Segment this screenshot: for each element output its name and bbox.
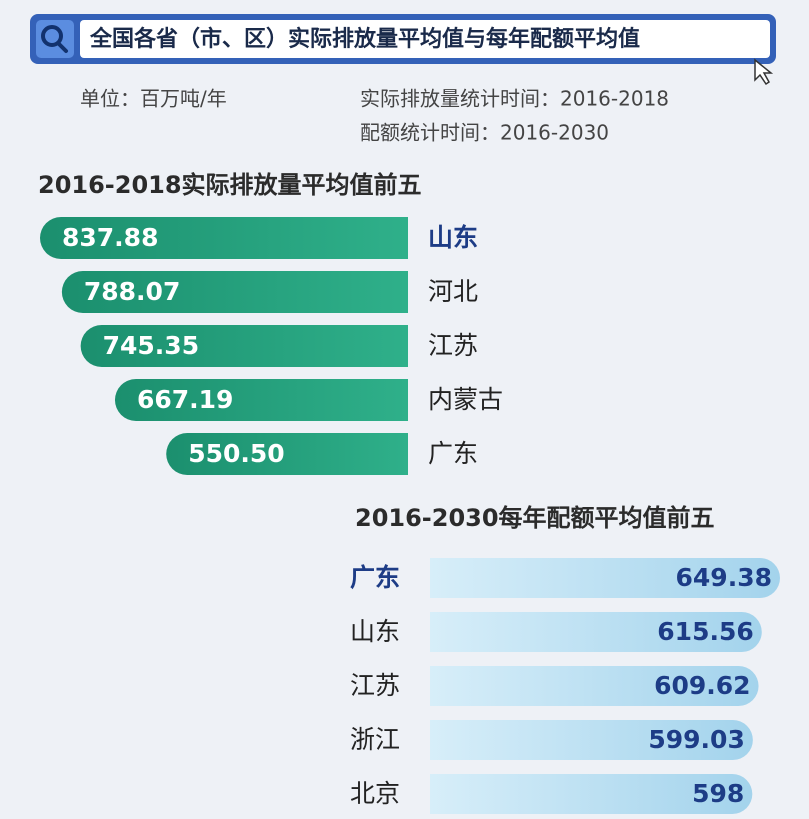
- bar: [114, 379, 409, 421]
- value-label: 745.35: [103, 331, 199, 360]
- category-label: 广东: [350, 563, 400, 592]
- search-icon: [41, 25, 63, 47]
- value-label: 649.38: [676, 563, 772, 592]
- unit-note: 单位：百万吨/年: [80, 87, 227, 111]
- category-label: 浙江: [350, 725, 400, 754]
- chart-title: 2016-2030每年配额平均值前五: [355, 504, 715, 532]
- bar: [430, 774, 753, 814]
- value-label: 599.03: [648, 725, 744, 754]
- bar: [40, 217, 408, 259]
- period-note: 配额统计时间：2016-2030: [360, 121, 609, 145]
- value-label: 788.07: [84, 277, 180, 306]
- bar: [430, 666, 759, 706]
- period-note: 实际排放量统计时间：2016-2018: [360, 87, 669, 111]
- category-label: 内蒙古: [428, 385, 503, 414]
- bar: [80, 325, 408, 367]
- chart-title: 2016-2018实际排放量平均值前五: [38, 171, 422, 199]
- category-label: 江苏: [350, 671, 400, 700]
- value-label: 615.56: [657, 617, 753, 646]
- category-label: 山东: [428, 223, 478, 252]
- bar: [61, 271, 409, 313]
- title-box: [80, 20, 770, 58]
- bar: [430, 558, 780, 598]
- bar: [166, 433, 408, 475]
- cursor: [754, 58, 774, 86]
- value-label: 667.19: [137, 385, 233, 414]
- category-label: 北京: [350, 779, 400, 808]
- search-icon: [56, 41, 68, 53]
- page-title: 全国各省（市、区）实际排放量平均值与每年配额平均值: [89, 26, 640, 52]
- category-label: 河北: [428, 277, 478, 306]
- bar: [430, 612, 762, 652]
- category-label: 山东: [350, 617, 400, 646]
- value-label: 598: [692, 779, 744, 808]
- category-label: 广东: [428, 439, 478, 468]
- category-label: 江苏: [428, 331, 478, 360]
- value-label: 837.88: [62, 223, 158, 252]
- value-label: 550.50: [188, 439, 284, 468]
- bar: [430, 720, 753, 760]
- value-label: 609.62: [654, 671, 750, 700]
